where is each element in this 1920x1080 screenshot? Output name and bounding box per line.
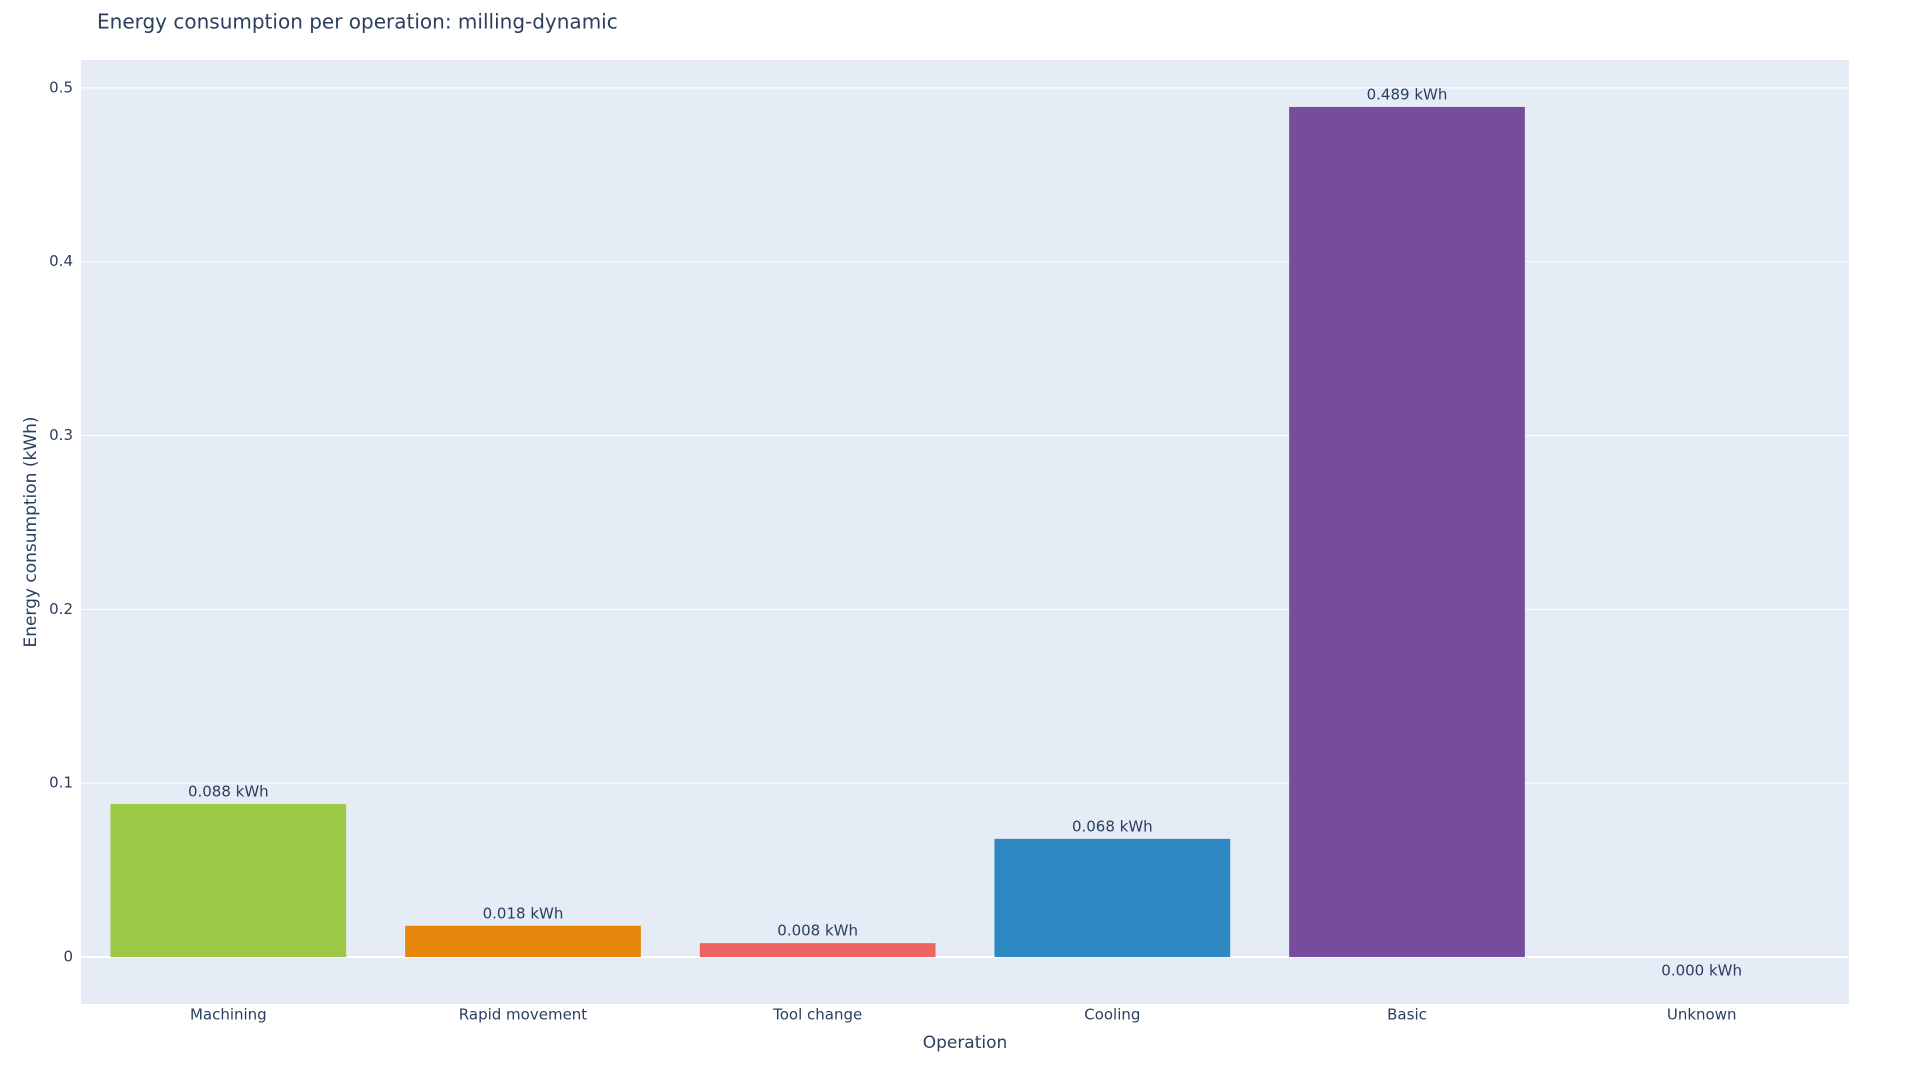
bar	[994, 838, 1231, 958]
y-tick-label: 0	[63, 948, 73, 966]
x-axis-title: Operation	[923, 1033, 1008, 1053]
y-tick-label: 0.3	[49, 426, 73, 444]
plot-background	[81, 60, 1849, 1004]
bar	[110, 804, 347, 958]
y-tick-label: 0.1	[49, 774, 73, 792]
y-tick-label: 0.5	[49, 78, 73, 96]
bar	[405, 925, 641, 958]
x-tick-label: Basic	[1387, 1006, 1427, 1024]
y-tick-label: 0.2	[49, 600, 73, 618]
x-tick-label: Cooling	[1084, 1006, 1140, 1024]
x-tick-label: Machining	[190, 1006, 267, 1024]
x-tick-label: Rapid movement	[459, 1006, 588, 1024]
x-tick-label: Tool change	[772, 1006, 862, 1024]
value-label: 0.088 kWh	[188, 783, 269, 801]
value-label: 0.018 kWh	[483, 904, 564, 922]
value-label: 0.068 kWh	[1072, 817, 1153, 835]
y-tick-label: 0.4	[49, 252, 73, 270]
chart-title: Energy consumption per operation: millin…	[97, 10, 618, 34]
value-label: 0.008 kWh	[777, 922, 858, 940]
value-label: 0.489 kWh	[1367, 85, 1448, 103]
bar	[699, 943, 936, 958]
value-label: 0.000 kWh	[1661, 962, 1742, 980]
x-tick-label: Unknown	[1667, 1006, 1737, 1024]
bar	[1289, 106, 1525, 958]
y-axis-title: Energy consumption (kWh)	[21, 416, 41, 647]
